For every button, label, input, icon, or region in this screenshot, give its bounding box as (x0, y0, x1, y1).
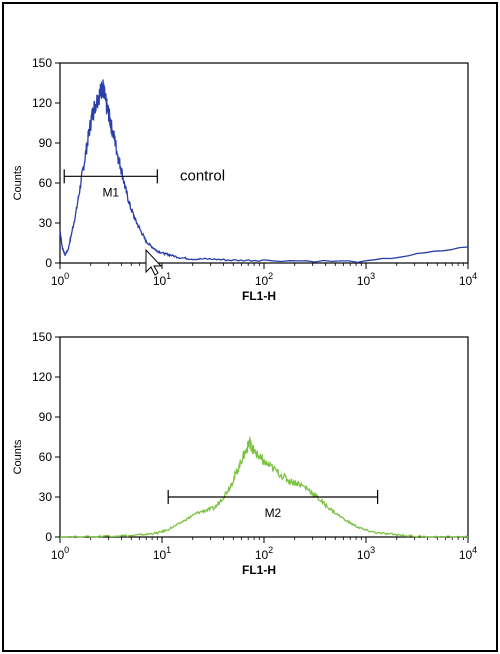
chart1-y-tick-label: 0 (45, 256, 52, 270)
chart2-y-axis-title: Counts (12, 439, 24, 474)
chart2-x-tick-label: 100 (51, 545, 69, 562)
chart1-y-tick-label: 150 (32, 56, 52, 70)
chart1-x-tick-label: 100 (51, 271, 69, 288)
chart1-x-axis-title: FL1-H (242, 289, 276, 303)
chart2-y-tick-label: 30 (39, 490, 53, 504)
chart1-y-tick-label: 120 (32, 96, 52, 110)
mouse-cursor-icon (145, 248, 163, 276)
chart2-y-tick-label: 60 (39, 450, 53, 464)
chart1-y-tick-label: 90 (39, 136, 53, 150)
chart1-y-tick-label: 60 (39, 176, 53, 190)
chart2-x-tick-label: 102 (255, 545, 273, 562)
chart2-x-tick-label: 103 (357, 545, 375, 562)
chart1-x-tick-label: 104 (459, 271, 477, 288)
chart1-gate-label: M1 (102, 185, 119, 199)
chart2-y-tick-label: 150 (32, 330, 52, 344)
chart1-y-axis-title: Counts (12, 165, 24, 200)
chart2-y-tick-label: 0 (45, 530, 52, 544)
chart1-x-tick-label: 102 (255, 271, 273, 288)
chart1-x-tick-label: 101 (153, 271, 171, 288)
chart1-x-tick-label: 103 (357, 271, 375, 288)
chart1-annotation: control (180, 167, 225, 184)
chart1-histogram-line (59, 79, 469, 264)
chart1-plot-area (59, 62, 469, 264)
chart2-gate-label: M2 (265, 506, 282, 520)
chart2-x-tick-label: 101 (153, 545, 171, 562)
chart2-x-tick-label: 104 (459, 545, 477, 562)
chart2-x-axis-title: FL1-H (242, 563, 276, 577)
chart2-y-tick-label: 120 (32, 370, 52, 384)
chart2-y-tick-label: 90 (39, 410, 53, 424)
chart2-histogram-line (60, 435, 469, 538)
chart1-y-tick-label: 30 (39, 216, 53, 230)
